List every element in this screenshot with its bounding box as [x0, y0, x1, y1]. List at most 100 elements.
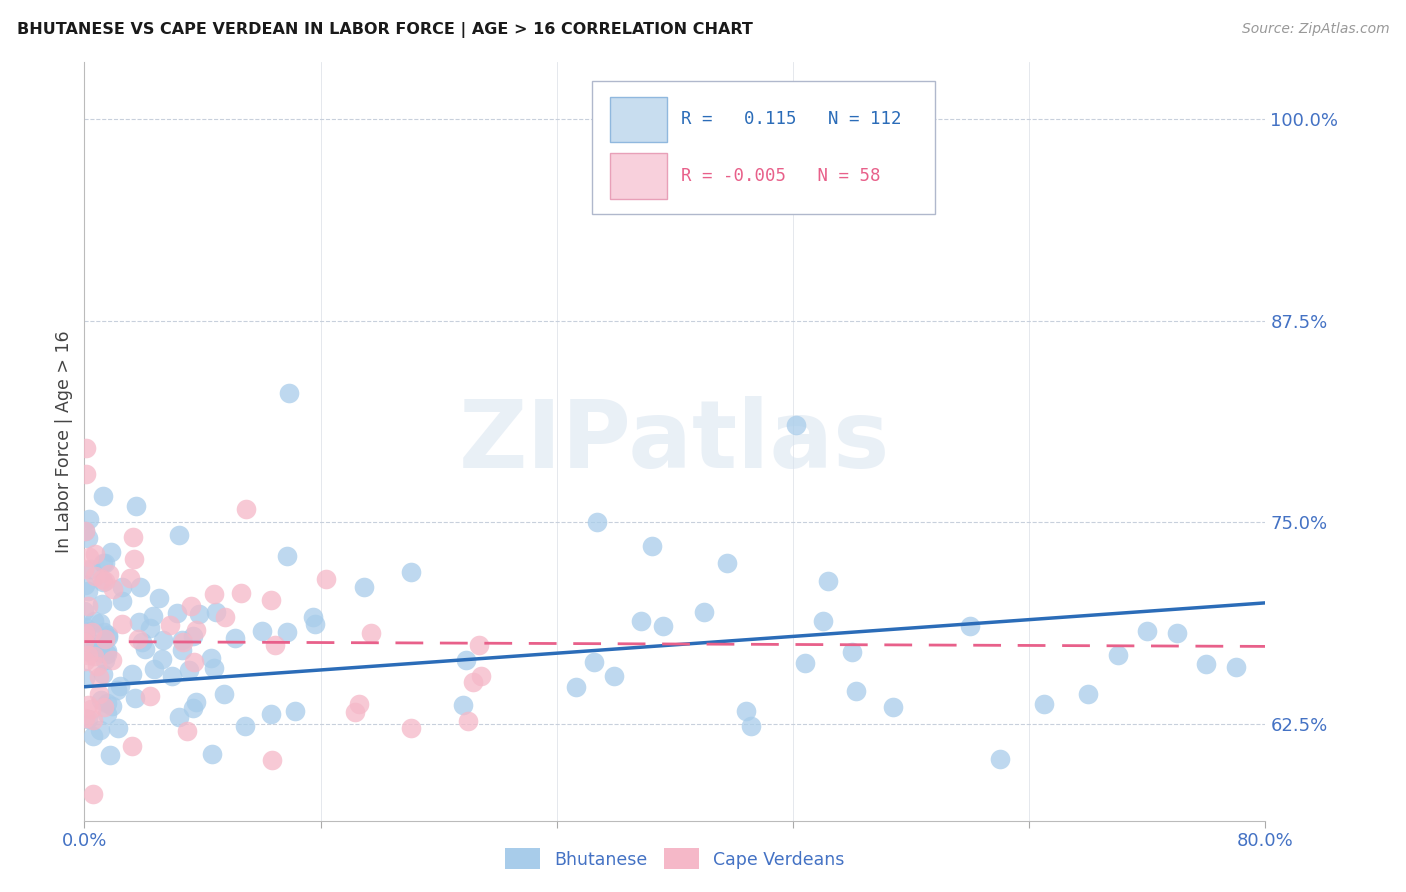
Point: [122, 552, 145, 566]
Point: [1136, 624, 1159, 639]
Point: [172, 634, 194, 648]
Point: [94, 653, 117, 667]
Point: [90, 573, 112, 587]
Point: [202, 587, 225, 601]
Point: [214, 610, 236, 624]
Point: [127, 632, 149, 646]
Point: [235, 719, 257, 733]
Point: [148, 591, 170, 605]
Point: [75, 441, 97, 455]
Point: [111, 594, 134, 608]
Point: [82, 787, 104, 801]
Point: [315, 572, 337, 586]
Point: [75, 467, 97, 481]
Point: [122, 530, 145, 544]
FancyBboxPatch shape: [610, 96, 666, 142]
Point: [82, 713, 104, 727]
Point: [582, 655, 605, 669]
Point: [93, 489, 115, 503]
Point: [160, 669, 183, 683]
Point: [121, 739, 143, 753]
Point: [73, 634, 96, 648]
Point: [82, 624, 104, 639]
Point: [79, 702, 101, 716]
Point: [1166, 626, 1188, 640]
Point: [82, 729, 104, 743]
Point: [734, 704, 756, 718]
Point: [652, 619, 675, 633]
Point: [97, 567, 120, 582]
Point: [138, 689, 160, 703]
Point: [83, 615, 105, 629]
Point: [202, 661, 225, 675]
Point: [170, 643, 193, 657]
Point: [107, 722, 129, 736]
Point: [353, 580, 375, 594]
Point: [235, 502, 257, 516]
Point: [111, 580, 134, 594]
FancyBboxPatch shape: [592, 81, 935, 214]
Point: [184, 623, 207, 637]
Point: [77, 599, 100, 614]
Point: [1195, 657, 1218, 671]
Point: [124, 690, 146, 705]
Point: [75, 625, 97, 640]
Point: [794, 656, 817, 670]
Point: [231, 586, 253, 600]
Point: [134, 642, 156, 657]
Point: [120, 571, 142, 585]
Point: [360, 626, 382, 640]
Text: BHUTANESE VS CAPE VERDEAN IN LABOR FORCE | AGE > 16 CORRELATION CHART: BHUTANESE VS CAPE VERDEAN IN LABOR FORCE…: [17, 22, 752, 38]
Text: R =   0.115   N = 112: R = 0.115 N = 112: [681, 111, 901, 128]
Point: [817, 574, 839, 589]
Point: [73, 672, 96, 686]
Point: [83, 548, 105, 562]
Point: [105, 682, 128, 697]
Point: [86, 658, 108, 673]
Point: [841, 645, 863, 659]
Point: [304, 616, 326, 631]
FancyBboxPatch shape: [610, 153, 666, 199]
Point: [111, 616, 134, 631]
Point: [77, 712, 100, 726]
Point: [716, 556, 738, 570]
Point: [200, 651, 222, 665]
Point: [73, 562, 96, 576]
Point: [205, 605, 228, 619]
Point: [89, 670, 111, 684]
Point: [401, 721, 423, 735]
Point: [89, 645, 111, 659]
Point: [276, 549, 298, 564]
Point: [260, 753, 283, 767]
Point: [77, 512, 100, 526]
Point: [100, 699, 122, 714]
Point: [77, 549, 100, 564]
Point: [1225, 660, 1247, 674]
Point: [785, 418, 807, 433]
Point: [79, 562, 101, 576]
Point: [882, 700, 904, 714]
Point: [110, 678, 132, 692]
Point: [250, 624, 273, 639]
Point: [121, 667, 143, 681]
Point: [150, 651, 173, 665]
Point: [641, 540, 664, 554]
Point: [84, 637, 107, 651]
Point: [77, 584, 100, 599]
Text: ZIPatlas: ZIPatlas: [460, 395, 890, 488]
Point: [128, 580, 150, 594]
Point: [159, 618, 181, 632]
Point: [75, 578, 97, 592]
Point: [1107, 648, 1129, 662]
Point: [91, 597, 114, 611]
Point: [186, 695, 208, 709]
Point: [93, 699, 115, 714]
Point: [1077, 687, 1099, 701]
Y-axis label: In Labor Force | Age > 16: In Labor Force | Age > 16: [55, 330, 73, 553]
Point: [463, 675, 485, 690]
Point: [224, 632, 246, 646]
Point: [454, 653, 477, 667]
Point: [276, 624, 298, 639]
Point: [91, 574, 114, 589]
Point: [284, 704, 307, 718]
